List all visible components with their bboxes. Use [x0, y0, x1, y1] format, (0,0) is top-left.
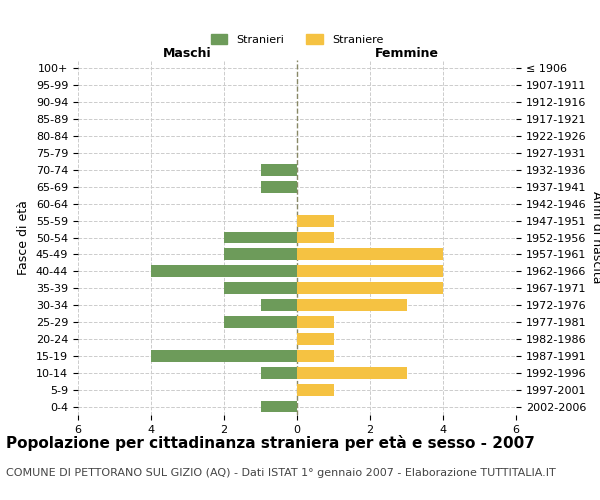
Bar [297, 214, 334, 226]
Legend: Stranieri, Straniere: Stranieri, Straniere [206, 30, 388, 50]
Bar [297, 316, 334, 328]
Bar [297, 333, 334, 345]
Bar [224, 282, 297, 294]
Bar [297, 299, 407, 311]
Bar [297, 282, 443, 294]
Y-axis label: Fasce di età: Fasce di età [17, 200, 31, 275]
Bar [297, 266, 443, 277]
Text: Popolazione per cittadinanza straniera per età e sesso - 2007: Popolazione per cittadinanza straniera p… [6, 435, 535, 451]
Y-axis label: Anni di nascita: Anni di nascita [590, 191, 600, 284]
Bar [297, 248, 443, 260]
Bar [224, 232, 297, 243]
Text: Femmine: Femmine [374, 47, 439, 60]
Bar [297, 350, 334, 362]
Bar [297, 384, 334, 396]
Bar [260, 400, 297, 412]
Bar [260, 181, 297, 192]
Bar [151, 266, 297, 277]
Bar [224, 248, 297, 260]
Bar [224, 316, 297, 328]
Bar [297, 232, 334, 243]
Bar [297, 367, 407, 378]
Bar [260, 367, 297, 378]
Bar [151, 350, 297, 362]
Bar [260, 164, 297, 176]
Text: COMUNE DI PETTORANO SUL GIZIO (AQ) - Dati ISTAT 1° gennaio 2007 - Elaborazione T: COMUNE DI PETTORANO SUL GIZIO (AQ) - Dat… [6, 468, 556, 477]
Bar [260, 299, 297, 311]
Text: Maschi: Maschi [163, 47, 212, 60]
